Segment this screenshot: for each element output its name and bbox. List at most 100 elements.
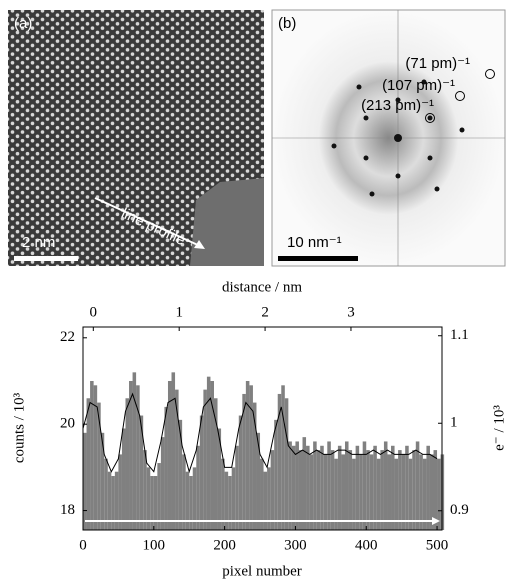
bar xyxy=(213,398,218,530)
scale-bar xyxy=(278,256,358,261)
bar xyxy=(288,441,292,530)
bar xyxy=(277,393,282,530)
bar xyxy=(394,458,399,530)
bar xyxy=(238,415,243,530)
bar xyxy=(132,372,137,530)
bar xyxy=(249,385,253,530)
bar xyxy=(298,450,303,530)
ring xyxy=(485,69,495,79)
bar xyxy=(348,450,353,530)
x-axis-title: pixel number xyxy=(222,563,302,579)
bar xyxy=(167,380,172,530)
bar xyxy=(157,463,161,530)
bar xyxy=(376,458,381,530)
bar xyxy=(274,419,278,530)
bar xyxy=(415,441,420,530)
bar xyxy=(125,398,130,530)
y-tick-label: 18 xyxy=(60,502,75,518)
bar xyxy=(235,445,239,530)
bar xyxy=(86,398,91,530)
bar xyxy=(281,385,285,530)
bar xyxy=(210,380,214,530)
x-tick-label: 500 xyxy=(426,537,449,553)
bar xyxy=(327,441,331,530)
bar xyxy=(373,445,377,530)
x-tick-label: 0 xyxy=(79,537,87,553)
bar xyxy=(242,393,246,530)
bar xyxy=(231,467,236,530)
bar xyxy=(199,415,204,530)
bar xyxy=(316,450,321,530)
ring-label: (213 pm)⁻¹ xyxy=(361,97,434,114)
bar xyxy=(344,441,349,530)
profile-arrow xyxy=(94,197,201,247)
bar xyxy=(426,445,430,530)
x-tick-label: 100 xyxy=(143,537,166,553)
bar xyxy=(380,450,384,530)
plot-frame xyxy=(82,326,443,531)
y-tick-label: 20 xyxy=(60,416,75,432)
ring-label: (107 pm)⁻¹ xyxy=(382,77,455,94)
bar xyxy=(302,437,307,530)
x2-tick-label: 3 xyxy=(347,304,355,320)
scale-label: 10 nm⁻¹ xyxy=(287,234,342,251)
bar xyxy=(263,471,268,530)
bar xyxy=(178,419,183,530)
arrow-head xyxy=(194,240,205,249)
panel-b: (71 pm)⁻¹ (107 pm)⁻¹ (213 pm)⁻¹ (b) 10 n… xyxy=(271,9,506,267)
bar xyxy=(306,445,310,530)
bar xyxy=(121,428,126,530)
bar xyxy=(182,454,186,530)
bar xyxy=(429,454,434,530)
smoothed-line xyxy=(82,392,438,474)
bar xyxy=(118,454,122,530)
bar xyxy=(391,445,395,530)
bar xyxy=(387,454,392,530)
bar xyxy=(252,402,257,530)
y-axis-title: counts / 10³ xyxy=(11,392,27,463)
x2-tick-label: 1 xyxy=(175,304,183,320)
bar xyxy=(295,441,299,530)
y2-tick-label: 1 xyxy=(450,415,458,431)
bar xyxy=(150,476,154,530)
bar xyxy=(160,437,165,530)
bar xyxy=(291,445,296,530)
bar xyxy=(320,445,324,530)
x-tick-label: 300 xyxy=(284,537,307,553)
spots xyxy=(331,79,465,197)
bar xyxy=(104,458,108,530)
bar xyxy=(355,445,360,530)
bar xyxy=(433,450,438,530)
bar xyxy=(398,450,402,530)
bar xyxy=(366,450,370,530)
bar xyxy=(136,385,140,530)
bar xyxy=(139,415,144,530)
bar xyxy=(100,432,105,530)
bar xyxy=(256,432,261,530)
scale-bar xyxy=(14,256,78,261)
bar xyxy=(412,450,416,530)
y2-tick-label: 1.1 xyxy=(450,327,469,343)
bar xyxy=(267,467,271,530)
bar xyxy=(111,476,115,530)
x-tick-label: 200 xyxy=(213,537,236,553)
bar xyxy=(323,454,328,530)
bar xyxy=(330,450,335,530)
ring xyxy=(455,91,465,101)
bar xyxy=(196,445,200,530)
panel-label: (b) xyxy=(278,15,296,32)
amorphous-region xyxy=(190,178,264,266)
bar xyxy=(146,467,151,530)
x2-tick-label: 0 xyxy=(90,304,98,320)
bar xyxy=(189,476,193,530)
bar xyxy=(107,471,112,530)
bar xyxy=(175,389,179,530)
panel-a: (a) line profile 2 nm xyxy=(8,10,264,266)
bar xyxy=(97,402,101,530)
panel-label: (a) xyxy=(14,15,32,32)
bar xyxy=(270,450,275,530)
bar xyxy=(309,454,314,530)
scale-label: 2 nm xyxy=(22,234,55,251)
arrow-head xyxy=(432,517,440,525)
bar xyxy=(383,441,388,530)
